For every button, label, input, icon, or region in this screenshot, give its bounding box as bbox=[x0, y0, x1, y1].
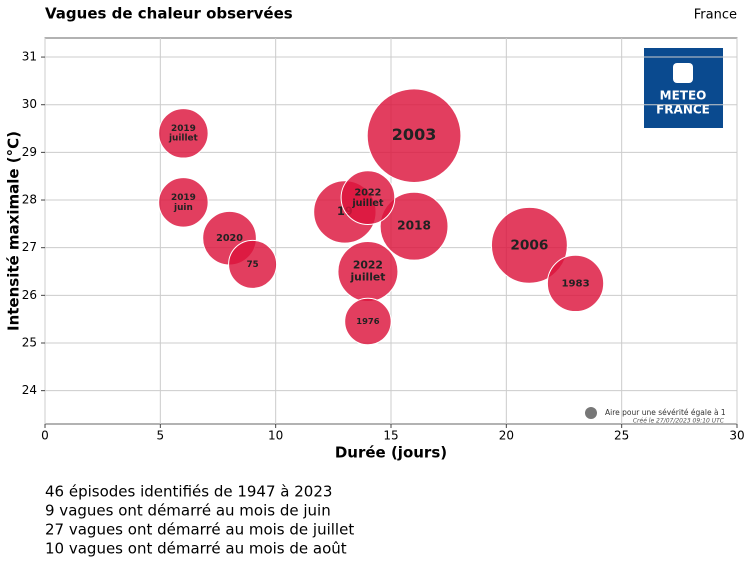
y-tick-label: 30 bbox=[22, 97, 37, 111]
bubble-label: 2022 bbox=[355, 187, 382, 198]
x-tick-label: 5 bbox=[157, 429, 165, 443]
bubble-label: 2003 bbox=[392, 125, 437, 144]
summary-line: 10 vagues ont démarré au mois de août bbox=[45, 540, 347, 558]
bubble-label: 2019 bbox=[171, 124, 196, 134]
size-legend-marker bbox=[585, 407, 597, 419]
chart-title: Vagues de chaleur observées bbox=[45, 5, 293, 23]
bubble-label: juillet bbox=[351, 198, 384, 209]
bubble-label: 1983 bbox=[561, 278, 589, 289]
size-legend-label: Aire pour une sévérité égale à 1 bbox=[605, 408, 726, 417]
bubble-label: 2006 bbox=[510, 237, 548, 253]
x-tick-label: 10 bbox=[268, 429, 283, 443]
bubble bbox=[158, 108, 209, 159]
summary-line: 9 vagues ont démarré au mois de juin bbox=[45, 502, 331, 520]
bubble bbox=[340, 170, 396, 225]
logo-text: METEO bbox=[660, 89, 707, 103]
y-tick-label: 25 bbox=[22, 335, 37, 349]
bubble-label: 75 bbox=[247, 260, 259, 270]
logo-icon bbox=[673, 63, 693, 83]
bubble-label: 1976 bbox=[356, 316, 379, 326]
bubble-label: 2020 bbox=[216, 233, 243, 244]
bubble bbox=[344, 297, 392, 346]
chart-subtitle: France bbox=[694, 8, 737, 23]
bubble-label: 2019 bbox=[171, 193, 196, 203]
y-tick-label: 27 bbox=[22, 240, 37, 254]
x-tick-label: 20 bbox=[499, 429, 514, 443]
y-tick-label: 28 bbox=[22, 193, 37, 207]
bubble bbox=[158, 177, 209, 228]
bubble bbox=[546, 254, 605, 313]
y-tick-label: 29 bbox=[22, 145, 37, 159]
summary-line: 46 épisodes identifiés de 1947 à 2023 bbox=[45, 483, 332, 501]
bubble bbox=[228, 239, 278, 289]
y-axis-label: Intensité maximale (°C) bbox=[5, 131, 23, 331]
y-tick-label: 31 bbox=[22, 50, 37, 64]
y-tick-label: 24 bbox=[22, 383, 37, 397]
x-tick-label: 30 bbox=[729, 429, 744, 443]
logo-box bbox=[644, 48, 723, 128]
summary-line: 27 vagues ont démarré au mois de juillet bbox=[45, 521, 354, 539]
bubble bbox=[366, 88, 462, 184]
bubble-label: 2022 bbox=[353, 259, 383, 272]
logo-text: FRANCE bbox=[656, 103, 710, 117]
y-tick-label: 26 bbox=[22, 288, 37, 302]
bubble-label: juillet bbox=[168, 134, 199, 144]
bubble-label: juin bbox=[173, 203, 193, 213]
logo: METEO FRANCE bbox=[644, 48, 723, 128]
x-tick-label: 15 bbox=[383, 429, 398, 443]
bubble-label: 2018 bbox=[397, 219, 431, 233]
bubble bbox=[490, 206, 568, 284]
x-tick-label: 25 bbox=[614, 429, 629, 443]
x-axis-label: Durée (jours) bbox=[335, 444, 447, 462]
credit: Créé le 27/07/2023 09:10 UTC bbox=[633, 418, 725, 425]
bubble bbox=[379, 191, 449, 261]
bubble-label: juillet bbox=[349, 270, 385, 283]
x-tick-label: 0 bbox=[41, 429, 49, 443]
